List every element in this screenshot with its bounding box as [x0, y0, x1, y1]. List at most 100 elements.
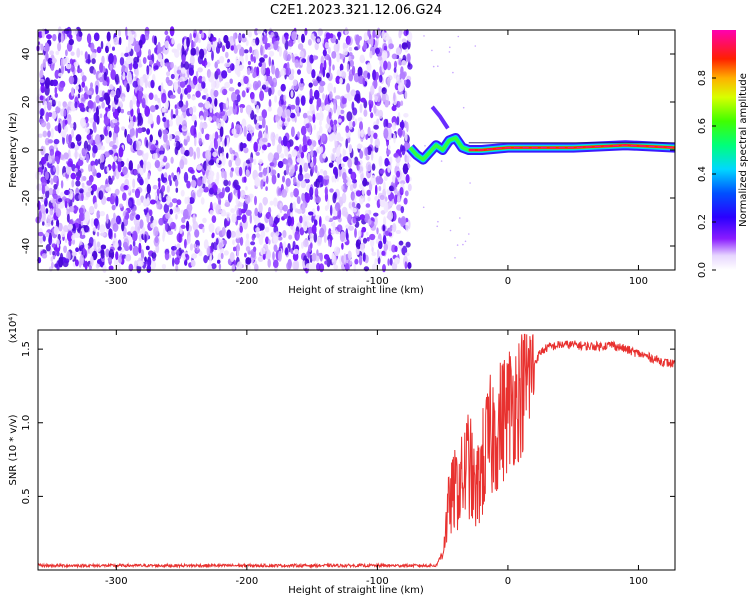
noise-blob [234, 205, 238, 211]
noise-blob [122, 192, 127, 201]
noise-blob [345, 35, 351, 45]
noise-blob [109, 63, 113, 71]
noise-blob [132, 240, 136, 247]
noise-blob [401, 38, 407, 43]
noise-blob [175, 115, 181, 126]
noise-blob [288, 171, 294, 177]
noise-blob [393, 132, 396, 144]
noise-blob [75, 259, 79, 267]
noise-blob [112, 161, 116, 172]
noise-blob [285, 67, 289, 76]
noise-blob [84, 210, 90, 222]
noise-blob [322, 49, 327, 57]
noise-blob [289, 202, 294, 213]
noise-blob [42, 130, 48, 138]
noise-blob [55, 50, 60, 56]
noise-blob [369, 233, 376, 241]
noise-blob [99, 210, 106, 217]
noise-blob [40, 204, 46, 214]
noise-speck [459, 217, 461, 219]
noise-speck [431, 49, 433, 52]
noise-speck [423, 35, 425, 37]
noise-blob [310, 242, 313, 249]
noise-blob [291, 56, 296, 63]
noise-blob [260, 44, 263, 56]
noise-blob [403, 79, 407, 85]
noise-blob [288, 74, 294, 81]
noise-blob [186, 135, 190, 143]
noise-blob [39, 78, 45, 83]
noise-blob [105, 136, 111, 144]
noise-blob [224, 186, 231, 193]
noise-blob [344, 27, 348, 36]
noise-blob [383, 45, 387, 51]
noise-blob [168, 174, 172, 182]
noise-blob [333, 86, 337, 94]
noise-blob [396, 116, 400, 126]
noise-blob [370, 112, 374, 119]
noise-blob [277, 236, 283, 241]
noise-blob [239, 46, 245, 58]
noise-blob [115, 251, 119, 261]
noise-blob [335, 38, 339, 45]
noise-blob [367, 126, 371, 137]
noise-blob [172, 114, 176, 119]
noise-blob [70, 172, 77, 180]
noise-blob [310, 162, 314, 168]
noise-blob [309, 98, 313, 105]
noise-blob [404, 261, 408, 269]
noise-blob [346, 111, 353, 122]
noise-blob [316, 205, 320, 212]
noise-blob [62, 101, 67, 108]
noise-blob [170, 73, 175, 80]
noise-blob [98, 158, 101, 165]
noise-blob [299, 227, 305, 236]
noise-blob [291, 126, 295, 138]
noise-blob [399, 187, 404, 196]
noise-blob [53, 138, 60, 145]
noise-blob [66, 213, 70, 223]
noise-blob [110, 69, 116, 80]
noise-blob [236, 261, 243, 271]
noise-blob [44, 100, 48, 108]
noise-blob [53, 175, 58, 183]
noise-blob [362, 77, 366, 86]
noise-blob [192, 75, 198, 86]
noise-blob [268, 56, 272, 67]
noise-blob [83, 244, 89, 249]
noise-blob [137, 260, 144, 267]
noise-blob [113, 170, 117, 177]
noise-blob [324, 205, 329, 212]
noise-blob [205, 110, 209, 117]
noise-blob [181, 217, 186, 224]
noise-blob [354, 228, 357, 238]
noise-blob [240, 79, 244, 84]
noise-blob [224, 62, 231, 68]
noise-blob [220, 209, 226, 217]
noise-blob [382, 224, 386, 232]
noise-blob [395, 47, 402, 56]
noise-blob [407, 262, 412, 269]
noise-blob [79, 153, 82, 160]
noise-blob [387, 227, 393, 232]
noise-blob [307, 139, 312, 146]
noise-blob [341, 185, 344, 190]
noise-blob [41, 253, 48, 259]
noise-blob [381, 250, 386, 256]
noise-blob [95, 85, 99, 95]
noise-blob [357, 128, 361, 139]
noise-blob [323, 233, 327, 243]
noise-blob [218, 74, 222, 83]
noise-blob [281, 111, 287, 119]
snr-y-multiplier: (x10⁴) [8, 313, 19, 344]
noise-speck [448, 51, 451, 53]
noise-blob [64, 238, 68, 243]
noise-blob [384, 32, 388, 37]
noise-blob [98, 76, 104, 83]
noise-speck [456, 244, 459, 246]
noise-blob [175, 187, 179, 193]
noise-blob [215, 45, 221, 54]
noise-blob [189, 33, 193, 43]
noise-blob [316, 236, 322, 247]
noise-blob [129, 99, 133, 110]
